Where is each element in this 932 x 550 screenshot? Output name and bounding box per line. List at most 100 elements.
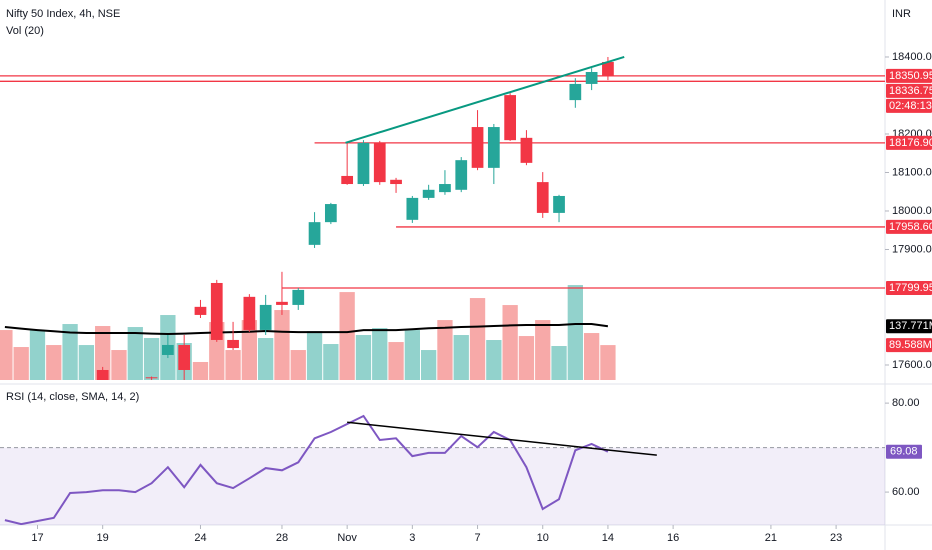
volume-bar bbox=[339, 292, 355, 380]
volume-bar bbox=[258, 338, 274, 380]
rsi-tick-label: 60.00 bbox=[892, 486, 920, 498]
level-label-box bbox=[886, 281, 932, 296]
candle-body bbox=[406, 197, 419, 220]
candle-body bbox=[145, 377, 158, 379]
volume-bar bbox=[535, 320, 551, 380]
candle-body bbox=[569, 83, 582, 101]
volume-bar bbox=[127, 327, 143, 380]
volume-label: 89.588M bbox=[889, 339, 932, 351]
volume-bar bbox=[274, 310, 290, 380]
candle-body bbox=[210, 282, 223, 340]
candle-body bbox=[602, 61, 614, 76]
level-label-box bbox=[886, 219, 932, 234]
candle-body bbox=[357, 142, 370, 185]
candle-body bbox=[292, 289, 305, 305]
countdown-label: 02:48:13 bbox=[889, 100, 932, 112]
x-tick-label: 23 bbox=[830, 532, 842, 544]
volume-ma-line bbox=[4, 323, 609, 336]
rsi-trendline bbox=[347, 421, 657, 456]
level-label-box bbox=[886, 135, 932, 150]
volume-label-box bbox=[886, 338, 932, 353]
candle-body bbox=[390, 179, 402, 185]
candle-body bbox=[259, 304, 272, 330]
level-label: 18176.90 bbox=[889, 137, 932, 149]
volume-bar bbox=[551, 346, 567, 380]
candle-body bbox=[341, 175, 354, 185]
candle-body bbox=[520, 137, 533, 163]
x-tick-label: 17 bbox=[31, 532, 43, 544]
volume-bar bbox=[323, 344, 339, 380]
volume-bar bbox=[600, 345, 616, 380]
volume-title: Vol (20) bbox=[6, 25, 44, 37]
x-tick-label: 21 bbox=[765, 532, 777, 544]
candle-body bbox=[227, 339, 239, 349]
x-tick-label: 16 bbox=[667, 532, 679, 544]
rsi-pane bbox=[0, 414, 885, 525]
volume-bar bbox=[355, 335, 372, 380]
volume-bar bbox=[437, 320, 453, 380]
level-label: 18350.95 bbox=[889, 70, 932, 82]
x-tick-label: 24 bbox=[194, 532, 206, 544]
x-tick-label: 7 bbox=[474, 532, 480, 544]
candle-body bbox=[455, 160, 468, 190]
candle-body bbox=[194, 306, 207, 315]
candle-body bbox=[487, 127, 500, 168]
trendline bbox=[345, 56, 625, 144]
volume-ma-label-box bbox=[886, 319, 932, 334]
x-tick-label: 14 bbox=[602, 532, 614, 544]
volume-bar bbox=[518, 336, 535, 380]
candle-body bbox=[373, 142, 386, 183]
x-tick-label: 28 bbox=[276, 532, 288, 544]
candle-body bbox=[536, 182, 549, 213]
volume-ma-label: 137.771M bbox=[889, 320, 932, 332]
x-tick-label: 10 bbox=[537, 532, 549, 544]
rsi-value-label: 69.08 bbox=[890, 446, 918, 458]
volume-bar bbox=[469, 298, 486, 380]
volume-bar bbox=[95, 326, 111, 380]
axes: 18400.0018200.0018100.0018000.0017900.00… bbox=[31, 51, 932, 544]
y-tick-label: 18400.00 bbox=[892, 51, 932, 63]
countdown-label-box bbox=[886, 98, 932, 113]
candle-body bbox=[553, 195, 565, 213]
x-tick-label: 3 bbox=[409, 532, 415, 544]
candle-body bbox=[324, 204, 337, 223]
candle-body bbox=[422, 189, 435, 198]
volume-bar bbox=[306, 331, 323, 380]
rsi-band bbox=[0, 447, 885, 525]
candle-body bbox=[96, 369, 109, 380]
candle-body bbox=[243, 296, 256, 330]
volume-bar bbox=[388, 342, 404, 380]
rsi-title: RSI (14, close, SMA, 14, 2) bbox=[6, 391, 139, 403]
volume-bar bbox=[78, 345, 95, 380]
volume-bar bbox=[62, 324, 78, 380]
level-label: 18336.75 bbox=[889, 85, 932, 97]
candle-body bbox=[471, 127, 484, 168]
candle-body bbox=[276, 301, 288, 305]
candle-body bbox=[504, 95, 517, 141]
candle-body bbox=[585, 71, 598, 84]
rsi-tick-label: 80.00 bbox=[892, 397, 920, 409]
candle-body bbox=[308, 222, 321, 245]
x-tick-label: 19 bbox=[97, 532, 109, 544]
y-tick-label: 17600.00 bbox=[892, 359, 932, 371]
volume-bar bbox=[420, 350, 437, 380]
volume-bar bbox=[0, 330, 13, 380]
x-tick-label: Nov bbox=[337, 532, 357, 544]
volume-bar bbox=[502, 305, 518, 380]
volume-bar bbox=[404, 330, 420, 380]
level-label-box bbox=[886, 83, 932, 98]
candle-body bbox=[162, 344, 174, 355]
volume-bar bbox=[225, 350, 241, 380]
volume-bar bbox=[111, 350, 127, 380]
rsi-value-box bbox=[886, 444, 922, 459]
volume-bar bbox=[192, 361, 209, 380]
volume-bar bbox=[29, 330, 46, 380]
volume-bar bbox=[46, 345, 62, 380]
y-tick-label: 18000.00 bbox=[892, 205, 932, 217]
volume-bar bbox=[583, 333, 600, 380]
level-label: 17958.60 bbox=[889, 221, 932, 233]
volume-bar bbox=[372, 328, 388, 380]
